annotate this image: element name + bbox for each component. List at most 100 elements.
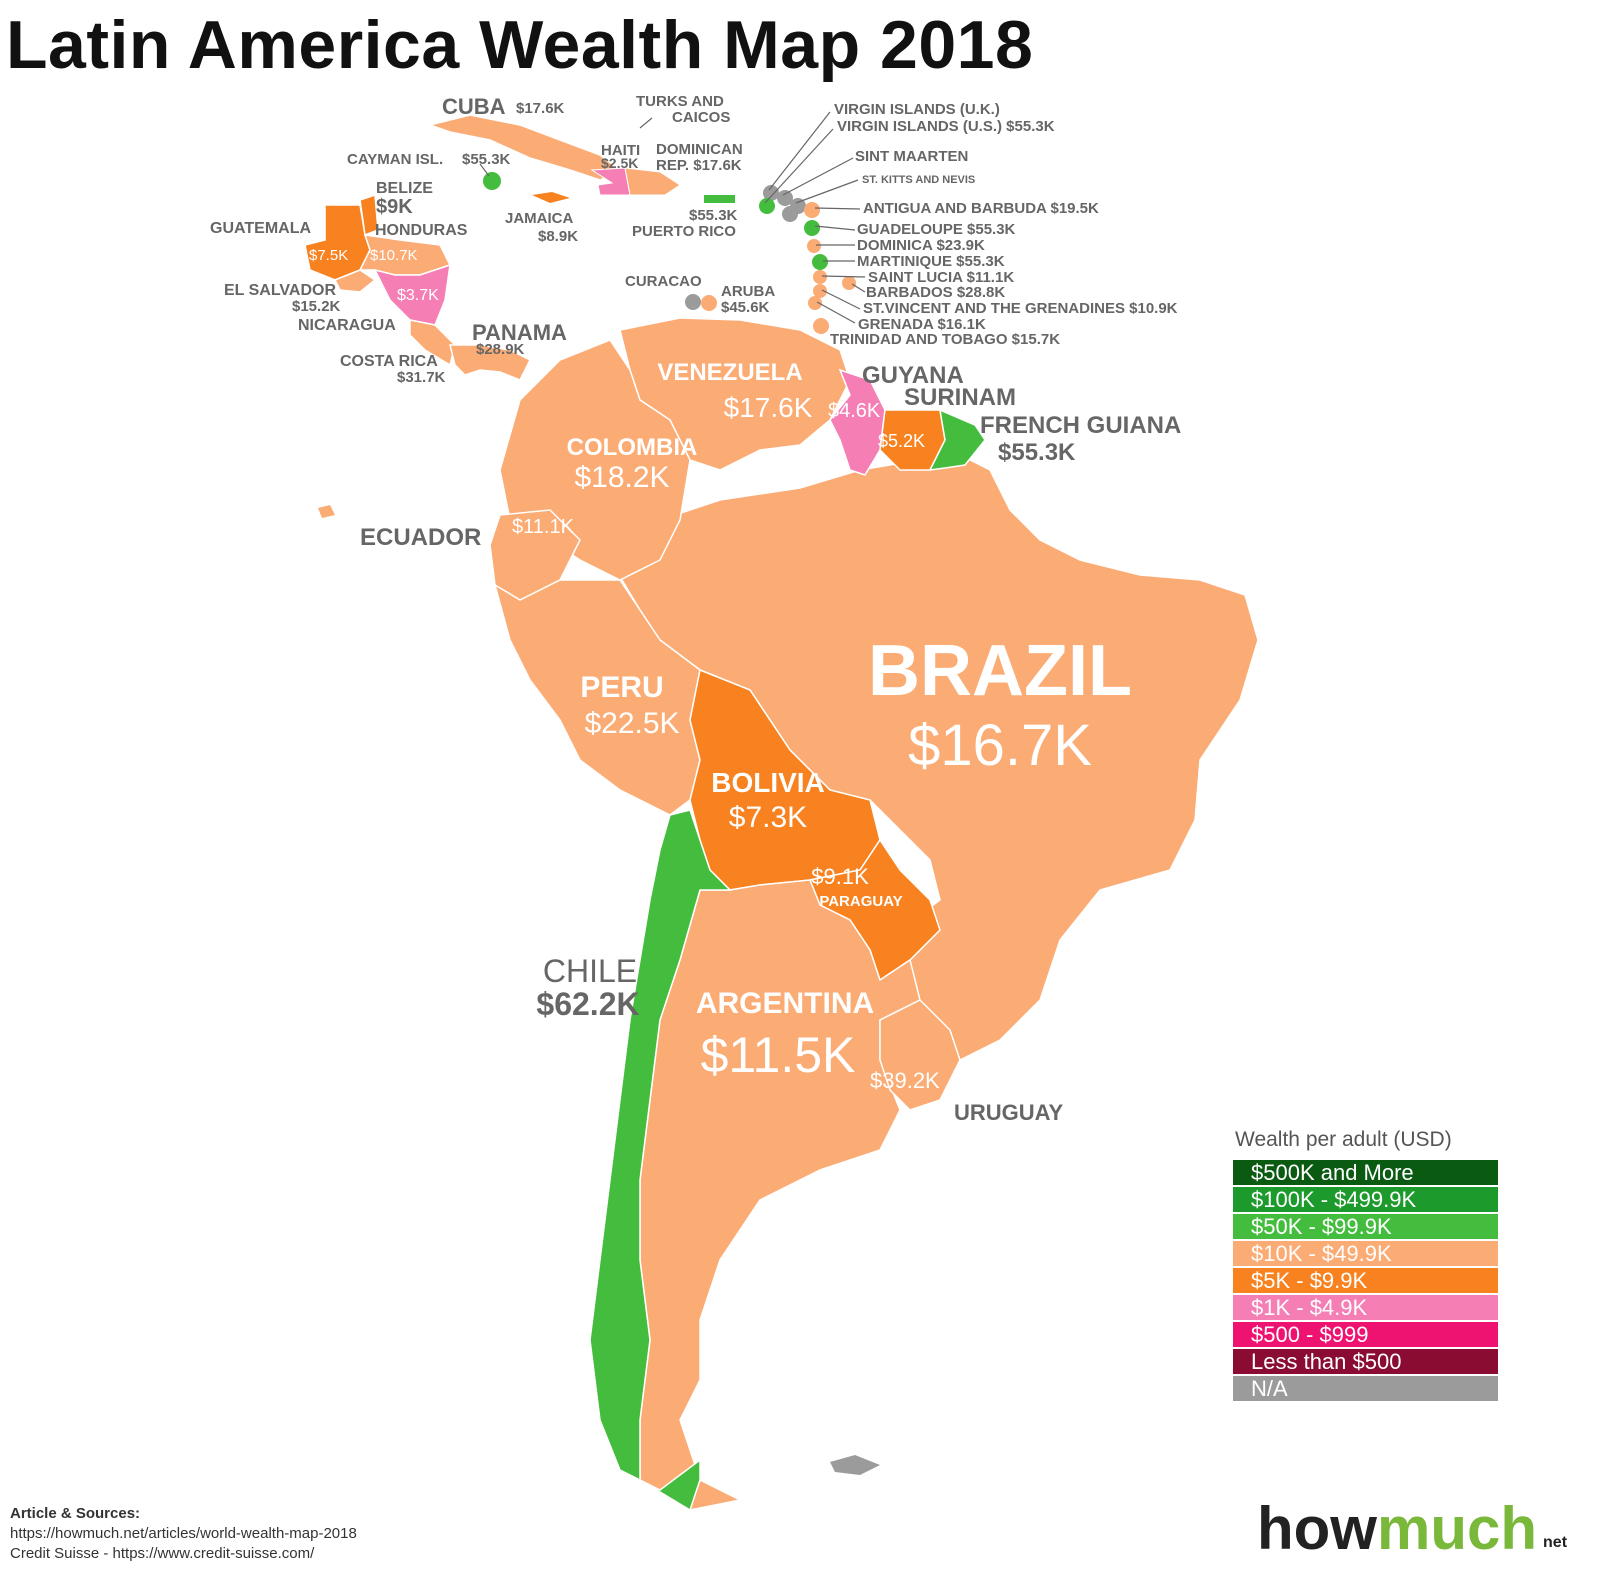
value-panama: $28.9K [476, 341, 525, 358]
sources-header: Article & Sources: [10, 1505, 141, 1522]
label-dominican-2: REP. $17.6K [656, 157, 742, 174]
island-aruba [701, 295, 717, 311]
value-uruguay: $39.2K [870, 1068, 940, 1093]
label-antigua: ANTIGUA AND BARBUDA $19.5K [863, 200, 1099, 217]
value-guyana: $4.6K [828, 400, 881, 422]
value-french-guiana: $55.3K [998, 439, 1076, 466]
country-chile [589, 809, 732, 1512]
label-uruguay: URUGUAY [954, 1100, 1064, 1125]
label-peru: PERU [580, 671, 663, 704]
country-belize [359, 193, 379, 237]
island-grenada [808, 296, 822, 310]
legend-title: Wealth per adult (USD) [1235, 1128, 1452, 1151]
label-saint-lucia: SAINT LUCIA $11.1K [868, 269, 1014, 286]
island-falklands [830, 1455, 880, 1475]
label-costa-rica: COSTA RICA [340, 353, 438, 370]
logo-net: net [1543, 1534, 1568, 1551]
legend: Wealth per adult (USD) $500K and More $10… [1233, 1128, 1498, 1403]
value-aruba: $45.6K [721, 299, 770, 316]
island-vi-uk [763, 185, 779, 201]
label-vi-uk: VIRGIN ISLANDS (U.K.) [834, 101, 1000, 118]
legend-item: $500 - $999 [1233, 1322, 1498, 1347]
value-colombia: $18.2K [574, 461, 669, 494]
country-nicaragua [373, 263, 451, 326]
value-belize: $9K [376, 196, 413, 218]
value-nicaragua: $3.7K [397, 287, 439, 304]
label-surinam: SURINAM [904, 384, 1016, 411]
map-title: Latin America Wealth Map 2018 [6, 7, 1034, 83]
label-curacao: CURACAO [625, 273, 702, 290]
label-jamaica: JAMAICA [505, 210, 574, 227]
value-surinam: $5.2K [878, 431, 925, 451]
value-haiti: $2.5K [601, 155, 638, 171]
value-el-salvador: $15.2K [292, 298, 341, 315]
logo-how: how [1257, 1495, 1377, 1562]
value-venezuela: $17.6K [724, 392, 813, 423]
label-turks-1: TURKS AND [636, 93, 724, 110]
label-dominica: DOMINICA $23.9K [857, 237, 985, 254]
value-peru: $22.5K [584, 707, 679, 740]
island-curacao [685, 294, 701, 310]
howmuch-logo[interactable]: howmuch net [1257, 1499, 1567, 1559]
label-trinidad: TRINIDAD AND TOBAGO $15.7K [830, 331, 1060, 348]
value-bolivia: $7.3K [729, 801, 807, 834]
island-saint-lucia [813, 270, 827, 284]
label-guatemala: GUATEMALA [210, 220, 311, 237]
value-ecuador: $11.1K [512, 516, 575, 538]
legend-item: N/A [1233, 1376, 1498, 1401]
legend-item: $50K - $99.9K [1233, 1214, 1498, 1239]
legend-item: $1K - $4.9K [1233, 1295, 1498, 1320]
label-el-salvador: EL SALVADOR [224, 282, 336, 299]
island-dominica [807, 239, 821, 253]
sources: Article & Sources: https://howmuch.net/a… [10, 1504, 357, 1564]
value-brazil: $16.7K [908, 713, 1092, 778]
label-ecuador: ECUADOR [360, 524, 481, 551]
country-argentina [639, 879, 921, 1511]
island-st-vincent [813, 284, 827, 298]
island-barbados [842, 276, 856, 290]
label-paraguay: PARAGUAY [819, 893, 902, 910]
label-grenada: GRENADA $16.1K [858, 316, 986, 333]
label-guadeloupe: GUADELOUPE $55.3K [857, 221, 1016, 238]
island-trinidad [813, 318, 829, 334]
value-cuba: $17.6K [516, 100, 565, 117]
label-sint-maarten: SINT MAARTEN [855, 148, 968, 165]
label-cuba: CUBA [442, 94, 506, 119]
country-el-salvador [333, 269, 377, 293]
label-panama: PANAMA [472, 320, 567, 345]
label-french-guiana: FRENCH GUIANA [980, 412, 1181, 439]
logo-much: much [1376, 1495, 1538, 1562]
legend-rows: $500K and More $100K - $499.9K $50K - $99.… [1233, 1160, 1498, 1401]
sources-link-credit-suisse[interactable]: Credit Suisse - https://www.credit-suiss… [10, 1545, 315, 1562]
value-costa-rica: $31.7K [397, 369, 446, 386]
legend-item: $100K - $499.9K [1233, 1187, 1498, 1212]
value-puerto-rico: $55.3K [689, 207, 738, 224]
country-panama [449, 344, 532, 381]
value-guatemala: $7.5K [309, 247, 348, 264]
label-st-vincent: ST.VINCENT AND THE GRENADINES $10.9K [863, 300, 1178, 317]
label-chile: CHILE [543, 953, 637, 989]
island-vi-us [759, 198, 775, 214]
label-venezuela: VENEZUELA [657, 359, 802, 386]
label-bolivia: BOLIVIA [711, 767, 825, 798]
sources-link-article[interactable]: https://howmuch.net/articles/world-wealt… [10, 1525, 357, 1542]
label-barbados: BARBADOS $28.8K [866, 284, 1005, 301]
country-dominican-rep [624, 167, 681, 196]
country-jamaica [532, 192, 570, 203]
value-honduras: $10.7K [370, 247, 418, 264]
label-honduras: HONDURAS [375, 222, 468, 239]
label-turks-2: CAICOS [672, 109, 730, 126]
label-haiti: HAITI [601, 142, 640, 159]
country-puerto-rico [704, 195, 735, 203]
label-st-kitts: ST. KITTS AND NEVIS [862, 174, 975, 186]
label-argentina: ARGENTINA [696, 987, 874, 1020]
country-french-guiana [928, 408, 986, 471]
label-brazil: BRAZIL [868, 631, 1132, 711]
legend-item: $5K - $9.9K [1233, 1268, 1498, 1293]
island-guadeloupe [804, 220, 820, 236]
value-argentina: $11.5K [701, 1027, 856, 1083]
value-chile: $62.2K [536, 986, 639, 1022]
label-belize: BELIZE [376, 180, 433, 197]
island-na-extra [782, 206, 798, 222]
